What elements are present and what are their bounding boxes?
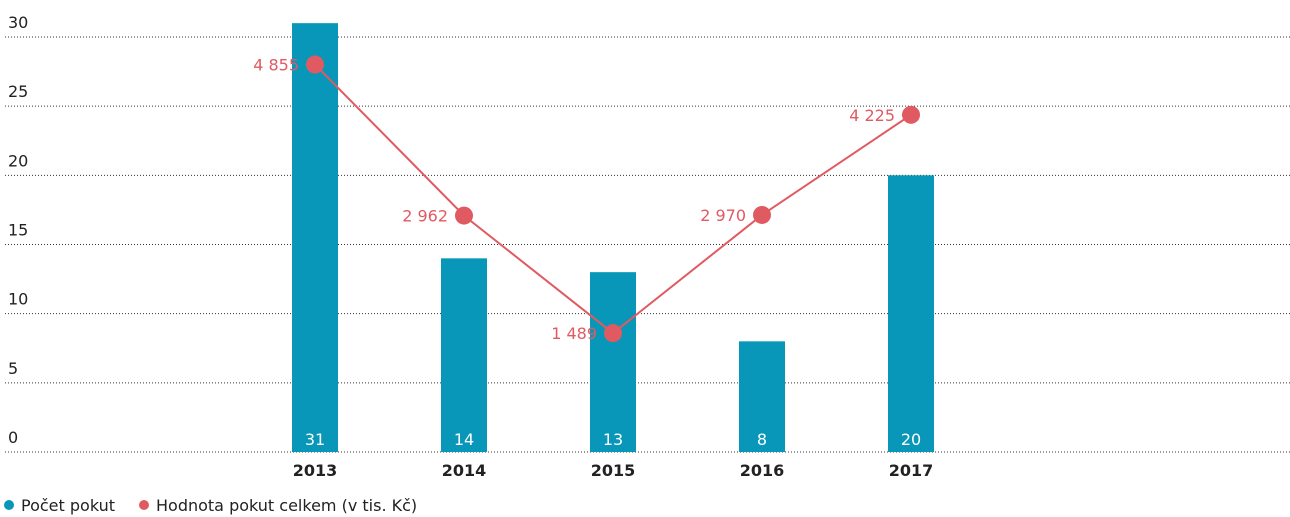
x-tick-label: 2013 [293, 461, 338, 480]
bar [888, 175, 934, 453]
x-tick-label: 2016 [740, 461, 785, 480]
legend-label: Počet pokut [21, 496, 115, 515]
line-point [306, 55, 324, 74]
y-tick-label: 25 [8, 82, 28, 101]
line-value-label: 2 970 [700, 206, 746, 225]
y-tick-label: 10 [8, 290, 28, 309]
bar-value-label: 8 [757, 430, 767, 449]
bar [441, 258, 487, 452]
y-tick-label: 0 [8, 428, 18, 447]
bar-value-label: 31 [305, 430, 325, 449]
y-tick-label: 15 [8, 221, 28, 240]
bar [590, 272, 636, 452]
x-tick-label: 2014 [442, 461, 487, 480]
legend-marker [139, 500, 149, 510]
line-value-label: 1 489 [551, 324, 597, 343]
y-tick-label: 20 [8, 151, 28, 170]
line-value-label: 4 225 [849, 106, 895, 125]
line-point [753, 205, 771, 224]
bar [292, 23, 338, 453]
bar-value-label: 20 [901, 430, 921, 449]
bar-value-label: 14 [454, 430, 474, 449]
y-tick-label: 5 [8, 359, 18, 378]
line-value-label: 4 855 [253, 56, 299, 75]
y-tick-label: 30 [8, 13, 28, 32]
legend-label: Hodnota pokut celkem (v tis. Kč) [156, 496, 417, 515]
x-tick-label: 2015 [591, 461, 636, 480]
line-point [455, 206, 473, 225]
bar [739, 341, 785, 452]
line-value-label: 2 962 [402, 207, 448, 226]
line-point [902, 105, 920, 124]
x-tick-label: 2017 [889, 461, 934, 480]
bar-value-label: 13 [603, 430, 623, 449]
line-point [604, 324, 622, 343]
legend-marker [4, 500, 14, 510]
